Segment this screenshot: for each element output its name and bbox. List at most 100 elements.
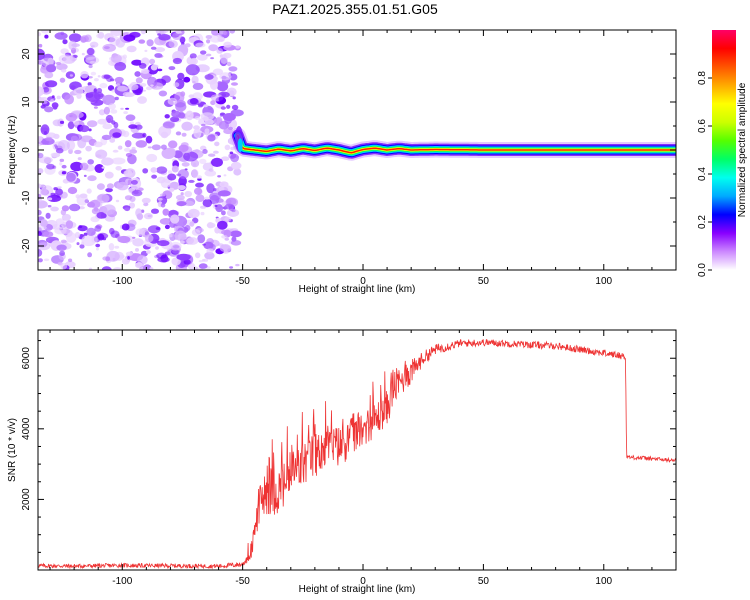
noise-blob (221, 93, 227, 98)
noise-blob (38, 198, 42, 202)
noise-blob (200, 205, 207, 209)
noise-blob (195, 194, 205, 202)
colorbar-gradient (712, 30, 736, 270)
noise-blob (106, 75, 113, 82)
noise-blob (131, 189, 143, 197)
noise-blob (192, 82, 204, 90)
noise-blob (171, 165, 179, 173)
noise-blob (155, 246, 159, 250)
noise-blob (162, 121, 175, 129)
noise-blob (211, 30, 221, 36)
noise-blob (183, 76, 191, 83)
noise-blob (196, 54, 208, 61)
noise-blob (146, 153, 158, 163)
noise-blob (194, 115, 201, 120)
noise-blob (80, 35, 89, 43)
noise-blob (69, 74, 73, 77)
noise-blob (224, 144, 231, 151)
colorbar-tick-label: 0.8 (697, 71, 708, 85)
noise-blob (194, 149, 200, 154)
noise-blob (79, 125, 90, 133)
noise-blob (151, 208, 159, 214)
noise-blob (191, 169, 199, 178)
noise-blob (230, 240, 242, 246)
noise-blob (164, 224, 170, 230)
noise-blob (218, 186, 225, 192)
noise-blob (121, 223, 130, 231)
noise-blob (142, 168, 149, 174)
noise-blob (146, 250, 151, 254)
noise-blob (181, 121, 193, 131)
noise-blob (126, 45, 137, 53)
noise-blob (187, 208, 200, 219)
noise-blob (156, 166, 168, 174)
spectrogram-y-tick-label: -20 (21, 238, 32, 253)
noise-blob (230, 153, 240, 163)
noise-blob (206, 183, 215, 194)
noise-blob (127, 83, 139, 91)
noise-blob (150, 46, 157, 50)
noise-blob (150, 167, 158, 173)
noise-blob (40, 219, 48, 227)
noise-blob (176, 253, 191, 261)
snr-x-tick-label: 0 (360, 576, 366, 587)
noise-blob (94, 225, 102, 232)
noise-blob (87, 82, 92, 86)
noise-blob (178, 144, 189, 152)
noise-blob (137, 255, 148, 265)
noise-blob (137, 96, 147, 104)
noise-blob (204, 251, 215, 260)
noise-blob (170, 214, 180, 224)
noise-blob (214, 141, 220, 147)
noise-blob (176, 201, 187, 207)
noise-blob (135, 77, 143, 84)
noise-blob (143, 202, 149, 207)
snr-y-tick-label: 6000 (21, 347, 32, 370)
noise-blob (117, 145, 122, 150)
noise-blob (194, 187, 203, 195)
noise-blob (85, 91, 101, 102)
noise-blob (45, 212, 51, 219)
noise-blob (186, 237, 199, 245)
noise-blob (66, 232, 77, 243)
noise-blob (203, 104, 208, 108)
noise-blob (224, 237, 230, 241)
noise-blob (38, 152, 44, 159)
noise-blob (110, 53, 122, 63)
noise-blob (96, 212, 107, 219)
noise-blob (216, 48, 223, 54)
noise-blob (55, 61, 62, 65)
snr-frame (37, 329, 677, 571)
noise-blob (196, 175, 203, 180)
noise-blob (88, 76, 93, 79)
noise-blob (217, 175, 222, 178)
noise-blob (52, 119, 63, 127)
noise-blob (183, 259, 191, 265)
noise-blob (65, 220, 74, 229)
noise-blob (38, 86, 45, 97)
noise-blob (195, 182, 204, 188)
noise-blob (78, 225, 83, 229)
noise-blob (122, 130, 130, 138)
noise-blob (129, 31, 141, 38)
noise-blob (200, 112, 215, 121)
noise-blob (177, 72, 185, 80)
noise-blob (195, 42, 206, 48)
noise-blob (158, 125, 172, 138)
noise-blob (228, 66, 238, 72)
snr-x-tick-label: 50 (478, 576, 490, 587)
noise-blob (38, 32, 42, 37)
noise-blob (127, 256, 130, 260)
noise-blob (207, 134, 216, 142)
noise-blob (161, 147, 176, 159)
noise-blob (217, 36, 225, 42)
noise-blob (95, 149, 108, 159)
noise-blob (168, 187, 175, 192)
noise-blob (124, 207, 130, 212)
noise-blob (168, 40, 178, 48)
noise-blob (70, 161, 83, 172)
noise-blob (87, 159, 94, 165)
noise-blob (141, 68, 150, 74)
noise-blob (202, 149, 208, 154)
noise-blob (135, 208, 143, 218)
